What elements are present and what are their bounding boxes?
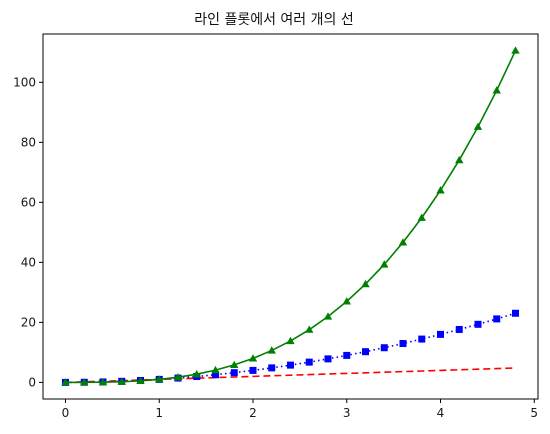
series-2-point-16: [362, 348, 369, 356]
series-3-point-3: [117, 377, 126, 385]
series-2-point-18: [399, 340, 407, 348]
series-3-point-4: [136, 376, 145, 385]
series-3-point-19: [417, 213, 426, 221]
series-2-point-15: [343, 351, 351, 359]
series-2-point-22: [474, 320, 482, 328]
x-tick-label-2: 2: [249, 406, 257, 420]
series-2-point-24: [512, 309, 519, 317]
y-tick-label-0: 0: [28, 375, 36, 389]
series-2-point-20: [437, 330, 444, 338]
chart-title: 라인 플롯에서 여러 개의 선: [194, 12, 353, 28]
series-3-point-17: [380, 260, 389, 268]
series-2-point-9: [230, 369, 238, 377]
series-line-1: [65, 367, 516, 384]
y-tick-label-3: 60: [21, 195, 36, 209]
series-2-point-11: [268, 364, 276, 372]
series-3-point-7: [192, 369, 201, 378]
y-tick-label-1: 20: [21, 315, 36, 329]
series-3-point-6: [173, 373, 183, 381]
series-3-point-13: [305, 325, 314, 333]
series-2-point-17: [380, 344, 388, 352]
y-tick-label-4: 80: [21, 135, 36, 149]
series-3-point-1: [80, 378, 89, 386]
series-3-point-24: [511, 46, 520, 54]
series-2-point-23: [493, 315, 501, 323]
series-3-point-10: [248, 354, 258, 362]
series-layer: [61, 46, 520, 386]
series-line-2: [65, 312, 516, 384]
series-2-point-8: [212, 371, 219, 379]
x-tick-label-5: 5: [530, 406, 538, 420]
series-3-point-9: [230, 360, 239, 369]
series-2-point-12: [287, 361, 294, 369]
series-3-point-23: [492, 86, 501, 94]
x-tick-label-0: 0: [62, 406, 70, 420]
series-3-point-21: [455, 155, 464, 164]
axes-frame: [42, 33, 539, 400]
series-3-point-16: [361, 279, 370, 288]
series-3-point-18: [398, 238, 408, 246]
series-3-point-15: [342, 297, 351, 305]
y-tick-label-5: 100: [13, 75, 36, 89]
series-3-point-12: [286, 336, 295, 345]
series-3-point-5: [155, 375, 164, 383]
series-2-point-10: [249, 366, 257, 374]
series-3-point-8: [211, 365, 220, 374]
x-tick-label-4: 4: [437, 406, 445, 420]
series-2-point-19: [418, 335, 426, 343]
series-3-point-0: [61, 378, 70, 386]
plot-area: [61, 46, 520, 386]
series-3-point-22: [473, 122, 483, 130]
series-3-point-2: [98, 378, 108, 386]
series-3-point-20: [436, 186, 445, 194]
series-2-point-13: [305, 358, 313, 366]
x-tick-label-3: 3: [343, 406, 351, 420]
axes-layer: 0 1 2 3 4 5 0 20 40 60 80 100: [13, 33, 539, 420]
series-3-point-11: [267, 346, 276, 354]
series-3-point-14: [323, 312, 333, 320]
series-2-point-21: [455, 325, 463, 333]
y-tick-label-2: 40: [21, 255, 36, 269]
series-2-point-14: [324, 355, 332, 363]
x-tick-label-1: 1: [155, 406, 163, 420]
